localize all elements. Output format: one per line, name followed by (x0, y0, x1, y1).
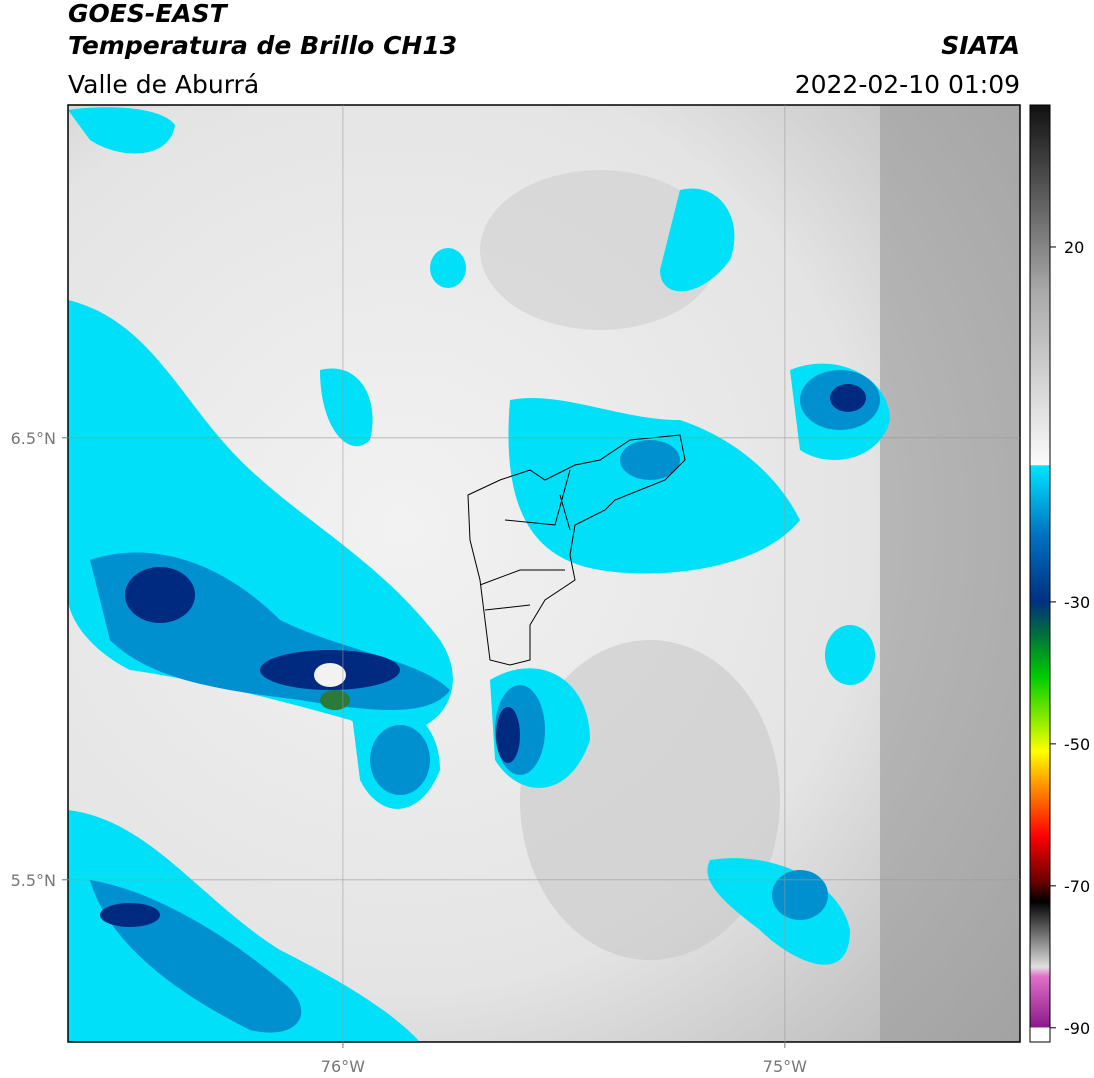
map-image (68, 105, 1020, 1042)
map-frame (67, 104, 1021, 1043)
y-tick-label: 5.5°N (11, 871, 56, 890)
colorbar-tick-label: -50 (1064, 735, 1090, 754)
colorbar-tick-label: 20 (1064, 238, 1084, 257)
colorbar-tick-label: -30 (1064, 593, 1090, 612)
colorbar-tick-label: -90 (1064, 1019, 1090, 1038)
y-tick-label: 6.5°N (11, 429, 56, 448)
colorbar (1029, 104, 1051, 1043)
region: Valle de Aburrá (68, 70, 259, 99)
x-tick-label: 75°W (763, 1057, 807, 1076)
datetime: 2022-02-10 01:09 (795, 70, 1020, 99)
colorbar-tick-label: -70 (1064, 877, 1090, 896)
source: SIATA (941, 31, 1020, 60)
x-tick-label: 76°W (321, 1057, 365, 1076)
title: GOES-EAST (68, 0, 229, 28)
subtitle: Temperatura de Brillo CH13 (68, 31, 457, 60)
